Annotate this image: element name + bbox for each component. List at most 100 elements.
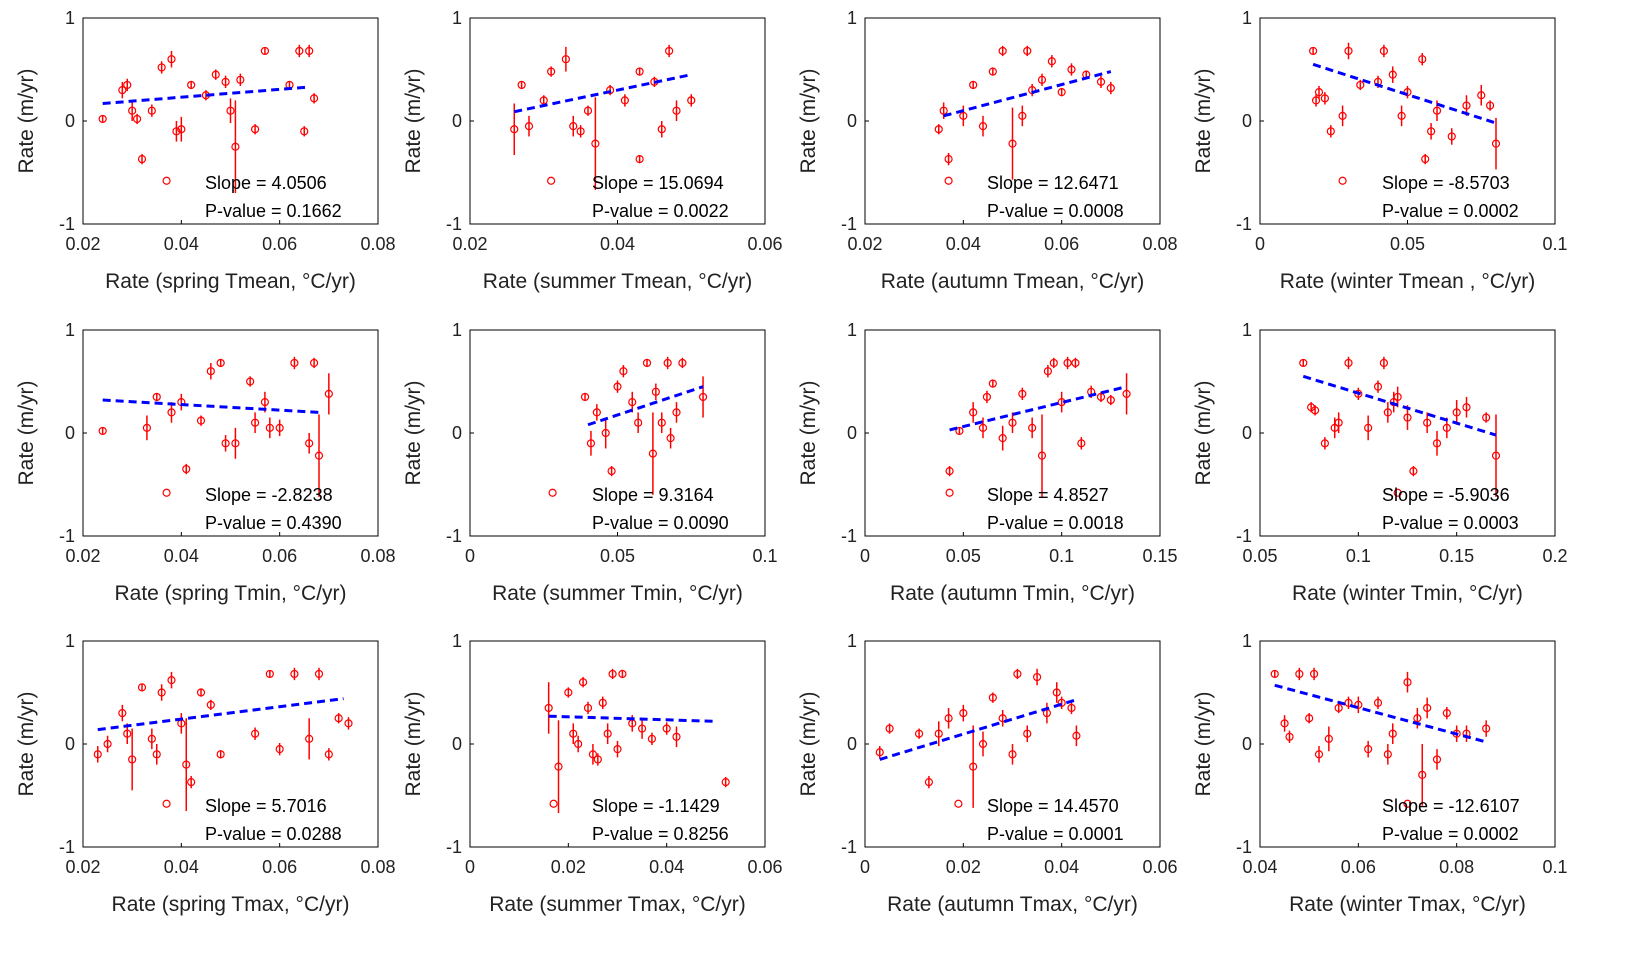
- x-tick-label: 0.05: [1390, 234, 1425, 254]
- point: [260, 398, 270, 407]
- point: [998, 714, 1007, 723]
- point: [275, 745, 284, 754]
- point: [1477, 91, 1486, 100]
- point: [574, 739, 583, 749]
- y-axis-label: Rate (m/yr): [797, 69, 820, 174]
- x-tick-label: 0.06: [1341, 857, 1376, 877]
- point: [569, 729, 578, 738]
- y-tick-label: 1: [1242, 8, 1252, 28]
- point: [128, 755, 137, 764]
- point: [1047, 57, 1056, 66]
- point: [1052, 688, 1061, 697]
- fit-line: [102, 398, 320, 414]
- x-tick-label: 0.02: [65, 234, 100, 254]
- point: [944, 714, 953, 723]
- point: [290, 669, 299, 679]
- point: [510, 125, 519, 134]
- y-tick-label: 0: [847, 111, 857, 131]
- point: [1356, 80, 1365, 90]
- point: [619, 367, 628, 376]
- point: [1028, 423, 1037, 432]
- point: [1403, 799, 1412, 808]
- point: [93, 750, 102, 759]
- point: [954, 799, 963, 808]
- point: [1067, 703, 1076, 713]
- y-tick-label: 0: [65, 423, 75, 443]
- x-tick-label: 0.04: [1242, 857, 1277, 877]
- point: [1491, 139, 1501, 148]
- x-axis-label: Rate (summer Tmax, °C/yr): [489, 893, 746, 916]
- x-tick-label: 0.02: [452, 234, 487, 254]
- point: [1397, 111, 1406, 120]
- point: [969, 762, 978, 771]
- point: [162, 488, 171, 497]
- point: [1388, 729, 1397, 738]
- point: [618, 669, 627, 679]
- point: [978, 423, 988, 432]
- x-tick-label: 0.04: [600, 234, 635, 254]
- point: [1077, 439, 1086, 448]
- point: [672, 408, 681, 417]
- point: [1018, 111, 1027, 120]
- point: [648, 449, 658, 458]
- point: [216, 358, 225, 368]
- point: [157, 63, 166, 72]
- x-tick-label: 0.08: [360, 857, 395, 877]
- point: [1071, 358, 1080, 368]
- x-tick-label: 0.06: [747, 234, 782, 254]
- point: [1334, 418, 1343, 427]
- slope-annotation: Slope = 4.0506: [205, 173, 327, 193]
- point: [118, 708, 127, 718]
- y-axis-label: Rate (m/yr): [1192, 692, 1215, 797]
- fit-line: [513, 73, 692, 114]
- point: [666, 434, 675, 443]
- point: [128, 106, 137, 115]
- x-tick-label: 0.02: [65, 546, 100, 566]
- y-tick-label: -1: [446, 526, 462, 546]
- point: [1008, 139, 1017, 148]
- point: [544, 703, 553, 713]
- point: [1067, 65, 1076, 74]
- x-axis-label: Rate (summer Tmin, °C/yr): [492, 582, 743, 605]
- x-tick-label: 0.1: [1346, 546, 1371, 566]
- point: [969, 80, 978, 90]
- slope-annotation: Slope = 14.4570: [987, 796, 1119, 816]
- point: [309, 94, 319, 103]
- point: [1364, 423, 1373, 432]
- point: [1314, 750, 1324, 759]
- plot-frame: [82, 329, 379, 537]
- slope-annotation: Slope = 12.6471: [987, 173, 1119, 193]
- point: [1043, 367, 1053, 376]
- x-tick-label: 0.04: [164, 546, 199, 566]
- y-axis-label: Rate (m/yr): [1192, 381, 1215, 486]
- point: [196, 416, 206, 425]
- point: [1285, 732, 1294, 741]
- point: [1008, 750, 1017, 759]
- point: [167, 408, 176, 417]
- point: [586, 439, 596, 448]
- point: [305, 46, 314, 56]
- point: [588, 750, 598, 759]
- p-value-annotation: P-value = 0.0002: [1382, 824, 1519, 844]
- point: [651, 387, 660, 396]
- point: [206, 700, 215, 709]
- point: [663, 358, 672, 368]
- point: [290, 358, 299, 368]
- point: [592, 408, 601, 417]
- point: [945, 467, 954, 476]
- point: [944, 176, 953, 185]
- point: [1106, 395, 1115, 405]
- fit-line: [102, 85, 310, 105]
- point: [934, 729, 943, 738]
- x-tick-label: 0.06: [262, 234, 297, 254]
- point: [1442, 423, 1451, 432]
- point: [246, 377, 255, 386]
- point: [1122, 389, 1131, 398]
- point: [1057, 698, 1066, 707]
- x-axis-label: Rate (autumn Tmin, °C/yr): [890, 582, 1135, 605]
- slope-annotation: Slope = -8.5703: [1382, 173, 1510, 193]
